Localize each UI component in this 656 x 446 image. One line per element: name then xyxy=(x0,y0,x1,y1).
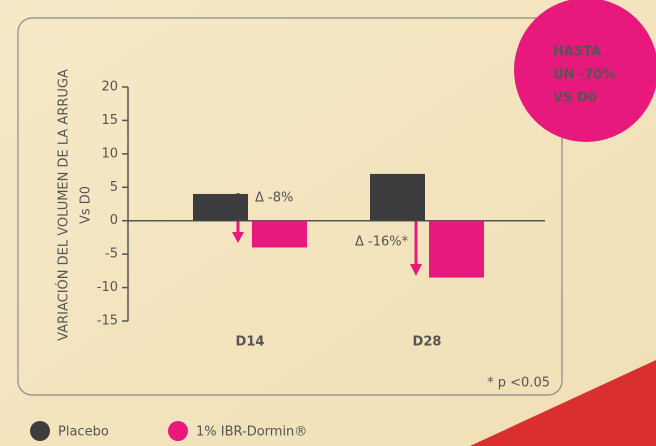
y-tick-label: 0 xyxy=(110,213,118,228)
legend-label: Placebo xyxy=(58,425,109,440)
annotation: Δ -16%* xyxy=(355,235,409,250)
y-tick-label: 20 xyxy=(101,80,118,95)
legend-label: 1% IBR-Dormin® xyxy=(196,425,307,440)
y-tick-label: 5 xyxy=(110,180,118,195)
y-tick-label: -5 xyxy=(105,247,118,262)
legend-swatch xyxy=(168,421,188,441)
y-tick-label: 15 xyxy=(101,113,118,128)
bar xyxy=(429,220,484,278)
bar xyxy=(370,173,425,221)
x-tick-label: D14 xyxy=(236,335,265,350)
badge-text: HASTA xyxy=(553,45,601,60)
bar xyxy=(252,220,307,248)
x-tick-label: D28 xyxy=(413,335,442,350)
arrow-head xyxy=(232,232,244,243)
badge-text: UN -70% xyxy=(553,68,615,83)
badge-text: VS D0 xyxy=(553,91,597,106)
chart-frame xyxy=(17,17,563,396)
y-tick-label: 10 xyxy=(101,146,118,161)
annotation: Δ -8% xyxy=(255,191,293,206)
arrow-head xyxy=(410,264,422,276)
footnote: * p <0.05 xyxy=(487,376,550,391)
y-tick-label: -10 xyxy=(97,280,118,295)
badge xyxy=(514,0,656,142)
legend-swatch xyxy=(30,421,50,441)
y-axis-label: Vs D0 xyxy=(79,186,94,224)
bar xyxy=(193,193,248,221)
y-axis-label: VARIACIÓN DEL VOLUMEN DE LA ARRUGA xyxy=(56,69,72,341)
y-tick-label: -15 xyxy=(97,314,118,329)
corner-decoration xyxy=(470,360,656,446)
